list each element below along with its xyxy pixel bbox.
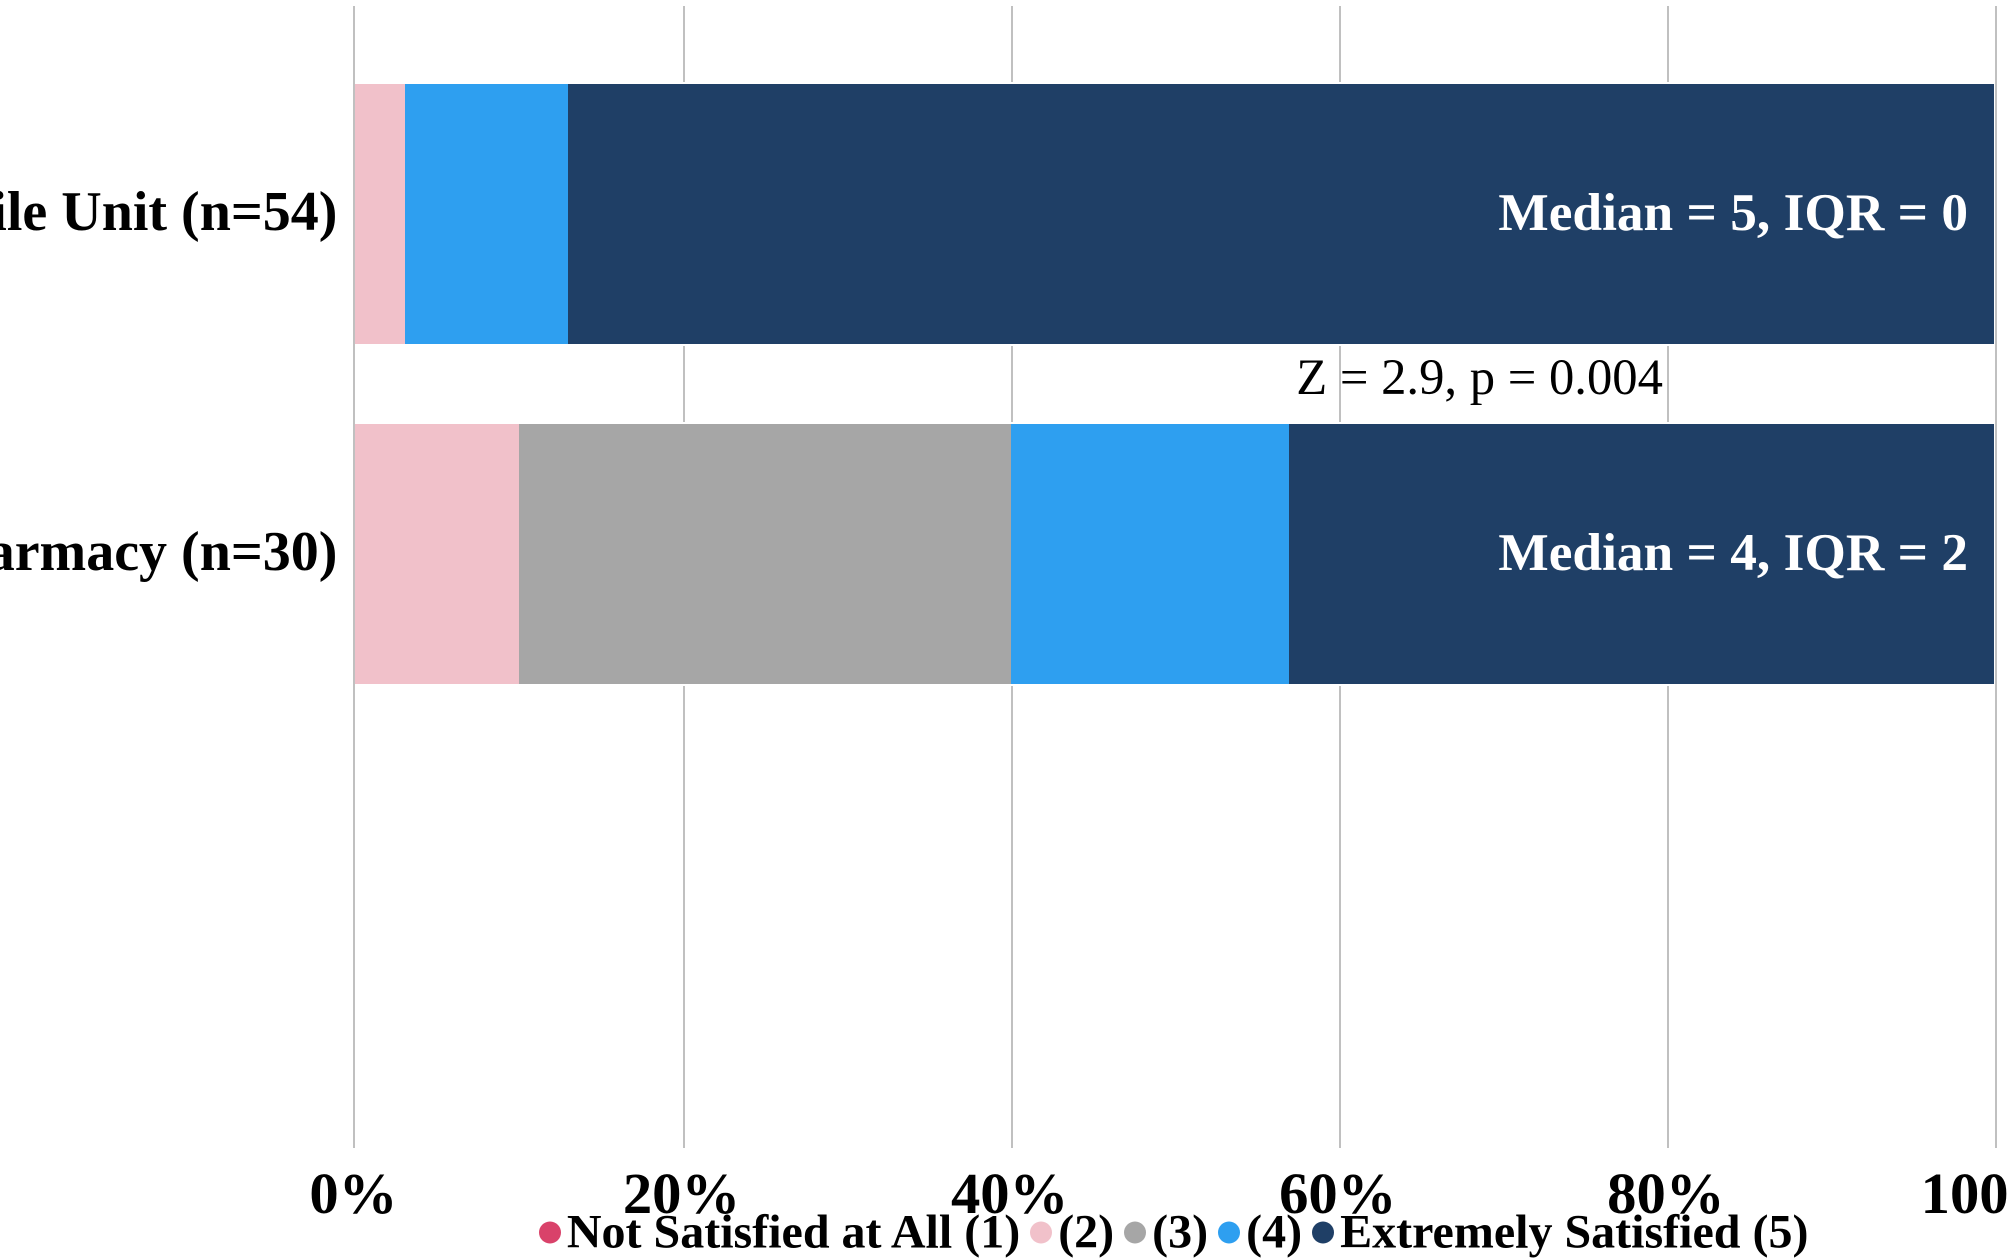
legend-marker-icon	[1218, 1221, 1240, 1243]
legend-item: Not Satisfied at All (1)	[539, 1205, 1020, 1260]
x-axis-tick-label: 80%	[1607, 1160, 1724, 1227]
x-gridline	[1995, 6, 1997, 1148]
stat-annotation: Z = 2.9, p = 0.004	[1296, 348, 1663, 406]
bar-segment	[355, 84, 404, 344]
legend-marker-icon	[539, 1221, 561, 1243]
x-axis-tick-label: 20%	[623, 1160, 740, 1227]
legend: Not Satisfied at All (1)(2)(3)(4)Extreme…	[353, 1205, 1994, 1260]
bar-annotation: Median = 5, IQR = 0	[1498, 181, 1968, 243]
y-axis-category-label: Mobile Unit (n=54)	[0, 180, 355, 244]
legend-item: (3)	[1124, 1205, 1208, 1260]
legend-marker-icon	[1124, 1221, 1146, 1243]
y-axis-category-label: Pharmacy (n=30)	[0, 520, 355, 584]
legend-label: Extremely Satisfied (5)	[1340, 1205, 1808, 1260]
bar-segment	[355, 424, 519, 684]
bar-segment	[405, 84, 569, 344]
stacked-bar-chart: Mobile Unit (n=54) Median = 5, IQR = 0 Pha…	[0, 0, 2008, 1255]
legend-label: (3)	[1152, 1205, 1208, 1260]
bar-segment	[519, 424, 1011, 684]
bar-annotation: Median = 4, IQR = 2	[1498, 521, 1968, 583]
x-axis-tick-label: 0%	[309, 1160, 397, 1227]
bar-segment	[1011, 424, 1290, 684]
x-axis-tick-label: 100%	[1921, 1160, 2008, 1227]
x-axis-tick-label: 60%	[1279, 1160, 1396, 1227]
plot-area: Mobile Unit (n=54)Median = 5, IQR = 0Pha…	[353, 6, 1996, 1148]
x-axis-tick-label: 40%	[951, 1160, 1068, 1227]
